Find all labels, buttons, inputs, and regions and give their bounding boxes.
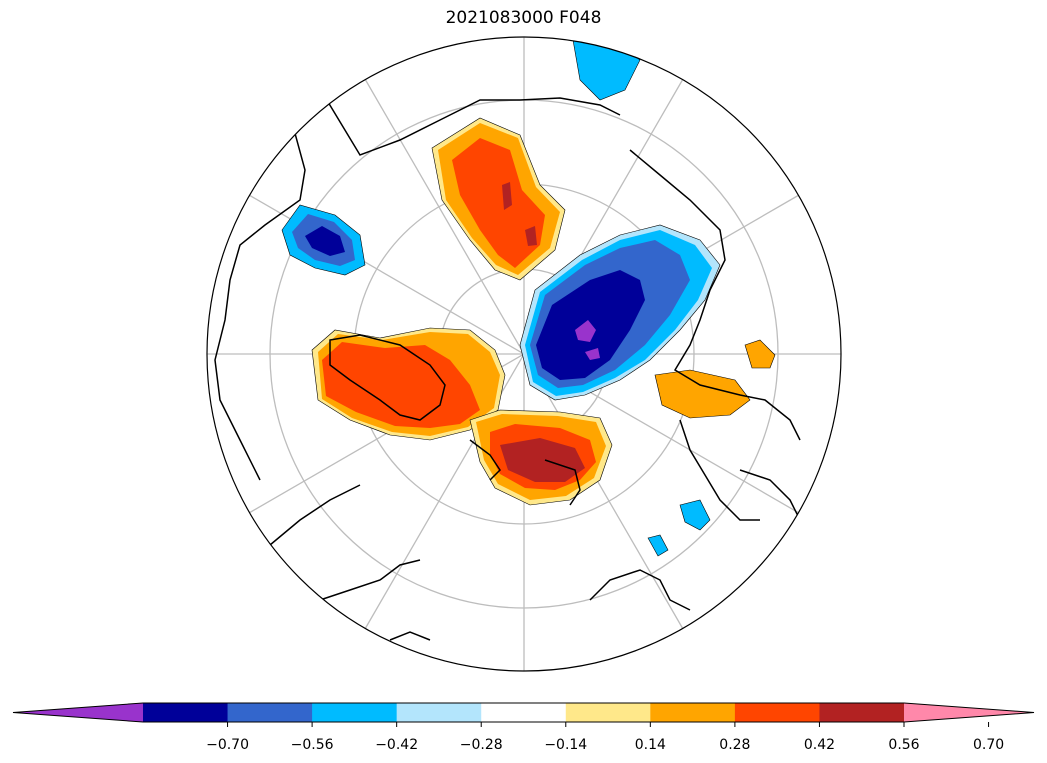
colorbar-tick-label: −0.28 xyxy=(460,737,503,753)
map-boundary xyxy=(206,36,842,672)
colorbar-segment xyxy=(650,703,736,722)
coastlines xyxy=(214,91,801,641)
colorbar-tick-label: 0.56 xyxy=(888,737,919,753)
colorbar-segment xyxy=(565,703,651,722)
colorbar-extend-high xyxy=(904,703,1034,722)
colorbar-segment xyxy=(734,703,820,722)
colorbar-tick-label: −0.14 xyxy=(544,737,587,753)
positive-anomaly-east-asia xyxy=(744,339,776,369)
colorbar-tick-label: 0.14 xyxy=(635,737,666,753)
positive-anomaly-central-asia xyxy=(654,369,751,419)
positive-anomaly-pacific-3 xyxy=(452,138,545,268)
colorbar-segment xyxy=(819,703,905,722)
negative-anomaly-mongolia xyxy=(679,499,711,531)
colorbar-tick-label: 0.70 xyxy=(973,737,1004,753)
negative-anomaly-pacific-ne xyxy=(572,39,641,101)
colorbar-tick-label: −0.56 xyxy=(291,737,334,753)
map-title: 2021083000 F048 xyxy=(445,8,602,28)
colorbar-segment xyxy=(312,703,398,722)
colorbar-segment xyxy=(481,703,567,722)
colorbar-segment xyxy=(396,703,482,722)
negative-anomaly-asia-5 xyxy=(575,320,600,360)
positive-anomaly-pacific-4 xyxy=(502,182,537,246)
colorbar-tick-label: 0.42 xyxy=(804,737,835,753)
colorbar-tick-label: 0.28 xyxy=(719,737,750,753)
colorbar-tick-label: −0.42 xyxy=(375,737,418,753)
colorbar: −0.70 −0.56 −0.42 −0.28 −0.14 0.14 0.28 0.42 0.5… xyxy=(12,702,1035,753)
colorbar-extend-low xyxy=(13,703,143,722)
colorbar-outline xyxy=(12,702,1035,723)
colorbar-segment xyxy=(227,703,313,722)
negative-anomaly-alaska-3 xyxy=(305,226,345,256)
colorbar-segment xyxy=(143,703,229,722)
positive-anomaly-atlantic-4 xyxy=(500,438,585,482)
anomaly-fields xyxy=(281,39,776,557)
colorbar-tick-label: −0.70 xyxy=(206,737,249,753)
negative-anomaly-arabia xyxy=(647,534,669,557)
positive-anomaly-greenland-3 xyxy=(322,342,480,428)
